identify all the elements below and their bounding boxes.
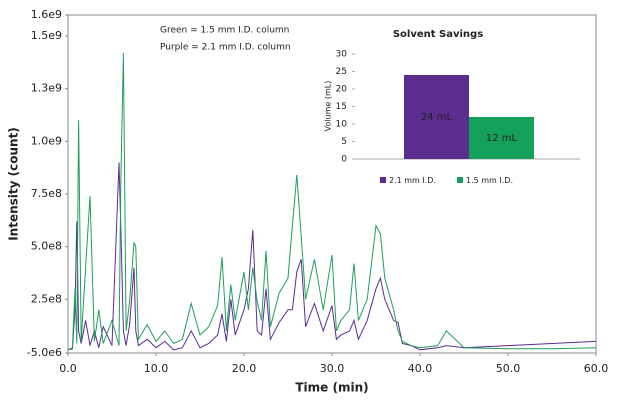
y-tick-label: 30 bbox=[336, 50, 348, 60]
series-line bbox=[67, 162, 597, 351]
plot-frame bbox=[67, 14, 597, 354]
x-tick-label: 50.0 bbox=[496, 362, 521, 375]
legend-swatch bbox=[380, 177, 386, 183]
y-tick-label: 1.5e9 bbox=[31, 29, 62, 42]
legend-entry: 1.5 mm I.D. bbox=[466, 176, 513, 185]
y-axis-label: Intensity (count) bbox=[7, 127, 21, 241]
y-tick-label: -5.0e6 bbox=[27, 346, 62, 359]
x-tick-label: 40.0 bbox=[408, 362, 433, 375]
x-tick-label: 60.0 bbox=[584, 362, 609, 375]
y-tick-label: 5.0e8 bbox=[31, 240, 62, 253]
inset-y-label: Volume (mL) bbox=[324, 81, 333, 132]
y-tick-label: 10 bbox=[336, 120, 348, 130]
x-tick-label: 30.0 bbox=[320, 362, 345, 375]
y-tick-label: 15 bbox=[336, 102, 347, 112]
inset-chart: Solvent Savings Volume (mL) 0 5 10 15 20 25 30… bbox=[324, 29, 580, 185]
y-tick-label: 25 bbox=[336, 67, 347, 77]
legend-swatch bbox=[457, 177, 463, 183]
y-tick-label: 2.5e8 bbox=[31, 292, 62, 305]
inset-title: Solvent Savings bbox=[393, 29, 483, 40]
bar bbox=[404, 75, 469, 159]
bar bbox=[469, 117, 534, 159]
y-tick-label: 20 bbox=[336, 85, 348, 95]
legend-entry: Purple = 2.1 mm I.D. column bbox=[160, 43, 291, 53]
legend-entry: Green = 1.5 mm I.D. column bbox=[160, 26, 289, 36]
x-axis-label: Time (min) bbox=[295, 381, 368, 395]
x-tick-label: 10.0 bbox=[144, 362, 169, 375]
x-tick-label: 20.0 bbox=[232, 362, 257, 375]
y-tick-label: 1.3e9 bbox=[31, 82, 62, 95]
y-tick-label: 0 bbox=[341, 155, 347, 165]
legend-entry: 2.1 mm I.D. bbox=[389, 176, 436, 185]
y-tick-label: 5 bbox=[341, 137, 347, 147]
y-tick-label: 7.5e8 bbox=[31, 187, 62, 200]
series-line bbox=[67, 52, 597, 351]
y-tick-label: 1.6e9 bbox=[31, 8, 62, 21]
bar-value-label: 24 mL bbox=[421, 112, 453, 123]
y-tick-label: 1.0e9 bbox=[31, 134, 62, 147]
bar-value-label: 12 mL bbox=[486, 133, 518, 144]
x-tick-label: 0.0 bbox=[59, 362, 77, 375]
